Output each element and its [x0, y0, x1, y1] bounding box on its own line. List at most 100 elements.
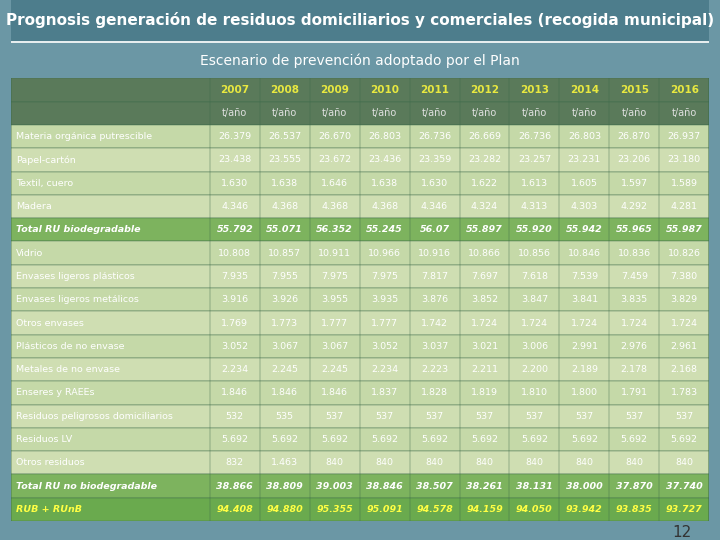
Text: 4.368: 4.368: [271, 202, 298, 211]
Text: 23.231: 23.231: [568, 156, 601, 164]
Text: 1.777: 1.777: [321, 319, 348, 327]
Text: 38.507: 38.507: [416, 482, 453, 491]
Text: 95.091: 95.091: [366, 505, 403, 514]
Text: 4.313: 4.313: [521, 202, 548, 211]
Text: 55.920: 55.920: [516, 225, 553, 234]
Text: 4.324: 4.324: [471, 202, 498, 211]
Text: 23.436: 23.436: [368, 156, 401, 164]
Text: 26.736: 26.736: [418, 132, 451, 141]
Text: 2008: 2008: [270, 85, 300, 95]
Text: 2.976: 2.976: [621, 342, 648, 351]
Text: 23.672: 23.672: [318, 156, 351, 164]
Text: 23.180: 23.180: [667, 156, 701, 164]
Text: 2009: 2009: [320, 85, 349, 95]
Text: 26.803: 26.803: [568, 132, 601, 141]
Text: 4.292: 4.292: [621, 202, 648, 211]
Text: Envases ligeros plásticos: Envases ligeros plásticos: [16, 272, 135, 281]
Text: 23.206: 23.206: [618, 156, 651, 164]
Text: 4.368: 4.368: [321, 202, 348, 211]
Text: 10.836: 10.836: [618, 248, 651, 258]
Text: t/año: t/año: [472, 108, 497, 118]
Text: 3.852: 3.852: [471, 295, 498, 304]
Text: 10.866: 10.866: [468, 248, 501, 258]
Text: 7.975: 7.975: [321, 272, 348, 281]
Text: 5.692: 5.692: [271, 435, 298, 444]
Text: 3.829: 3.829: [670, 295, 698, 304]
Text: 38.866: 38.866: [217, 482, 253, 491]
Text: Vidrio: Vidrio: [16, 248, 43, 258]
Text: 1.828: 1.828: [421, 388, 448, 397]
Text: 94.578: 94.578: [416, 505, 453, 514]
Text: 840: 840: [475, 458, 493, 467]
Text: Residuos LV: Residuos LV: [16, 435, 72, 444]
Text: 1.613: 1.613: [521, 179, 548, 188]
Text: 2.223: 2.223: [421, 365, 448, 374]
Text: 55.792: 55.792: [217, 225, 253, 234]
Text: Textil, cuero: Textil, cuero: [16, 179, 73, 188]
Text: 23.282: 23.282: [468, 156, 501, 164]
Text: 4.346: 4.346: [421, 202, 448, 211]
Text: 94.050: 94.050: [516, 505, 553, 514]
Text: 56.07: 56.07: [420, 225, 449, 234]
Text: 2.200: 2.200: [521, 365, 548, 374]
Text: 23.257: 23.257: [518, 156, 551, 164]
Text: Total RU no biodegradable: Total RU no biodegradable: [16, 482, 157, 491]
Text: 26.537: 26.537: [268, 132, 301, 141]
Text: 7.975: 7.975: [371, 272, 398, 281]
Text: 2012: 2012: [470, 85, 499, 95]
Bar: [11, 102, 709, 125]
Text: 26.803: 26.803: [368, 132, 401, 141]
Text: 5.692: 5.692: [671, 435, 698, 444]
Text: 532: 532: [226, 411, 244, 421]
Text: t/año: t/año: [672, 108, 697, 118]
Text: 2007: 2007: [220, 85, 249, 95]
Text: 94.880: 94.880: [266, 505, 303, 514]
Text: 7.935: 7.935: [221, 272, 248, 281]
Text: 1.846: 1.846: [321, 388, 348, 397]
Text: 3.835: 3.835: [621, 295, 648, 304]
Text: 537: 537: [475, 411, 493, 421]
Bar: [11, 381, 709, 404]
Text: 10.808: 10.808: [218, 248, 251, 258]
Text: 55.245: 55.245: [366, 225, 403, 234]
Text: 5.692: 5.692: [571, 435, 598, 444]
Text: 2.178: 2.178: [621, 365, 648, 374]
Text: 38.261: 38.261: [466, 482, 503, 491]
Text: Otros envases: Otros envases: [16, 319, 84, 327]
Bar: [11, 148, 709, 172]
Text: 1.630: 1.630: [221, 179, 248, 188]
Text: 537: 537: [325, 411, 343, 421]
Text: 3.052: 3.052: [371, 342, 398, 351]
Text: t/año: t/año: [372, 108, 397, 118]
Text: 1.800: 1.800: [571, 388, 598, 397]
Text: 840: 840: [575, 458, 593, 467]
Text: 23.438: 23.438: [218, 156, 251, 164]
Text: 840: 840: [526, 458, 544, 467]
Text: 26.736: 26.736: [518, 132, 551, 141]
Bar: [11, 265, 709, 288]
Text: 10.826: 10.826: [667, 248, 701, 258]
Text: 2014: 2014: [570, 85, 599, 95]
Text: Plásticos de no envase: Plásticos de no envase: [16, 342, 124, 351]
Bar: [11, 475, 709, 498]
Bar: [11, 125, 709, 148]
Text: 2.245: 2.245: [271, 365, 298, 374]
Text: 55.987: 55.987: [666, 225, 703, 234]
Text: 3.037: 3.037: [421, 342, 448, 351]
Text: 3.006: 3.006: [521, 342, 548, 351]
Text: 2011: 2011: [420, 85, 449, 95]
Bar: [11, 195, 709, 218]
Text: 37.870: 37.870: [616, 482, 652, 491]
Text: 3.847: 3.847: [521, 295, 548, 304]
Text: 5.692: 5.692: [521, 435, 548, 444]
Text: Envases ligeros metálicos: Envases ligeros metálicos: [16, 295, 138, 304]
Text: 1.605: 1.605: [571, 179, 598, 188]
Text: 1.724: 1.724: [521, 319, 548, 327]
Bar: [11, 172, 709, 195]
Text: 23.555: 23.555: [268, 156, 301, 164]
Text: 3.052: 3.052: [221, 342, 248, 351]
Text: 56.352: 56.352: [316, 225, 353, 234]
Text: t/año: t/año: [572, 108, 597, 118]
Text: 5.692: 5.692: [471, 435, 498, 444]
Text: 38.131: 38.131: [516, 482, 553, 491]
